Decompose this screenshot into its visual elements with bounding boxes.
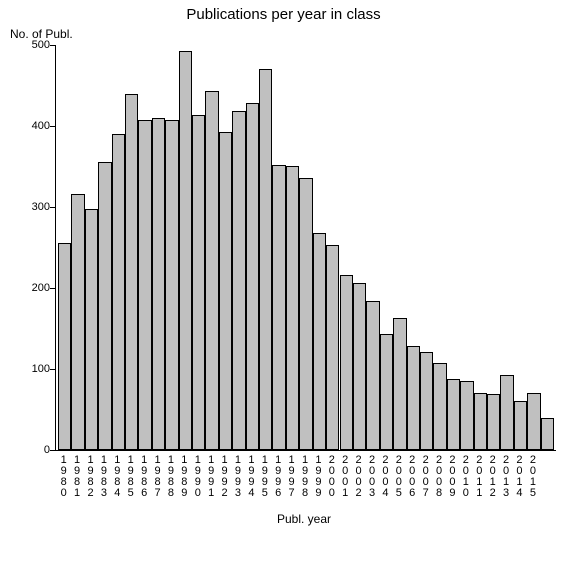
x-tick-label: 1983 [99, 455, 108, 499]
x-tick-label: 1991 [207, 455, 216, 499]
bar [366, 301, 379, 450]
bar [514, 401, 527, 450]
x-tick-label: 2001 [341, 455, 350, 499]
x-tick-label: 2009 [448, 455, 457, 499]
y-tick-label: 200 [20, 282, 50, 294]
chart-title: Publications per year in class [0, 6, 567, 23]
x-tick-label: 1988 [166, 455, 175, 499]
x-tick-label: 1994 [247, 455, 256, 499]
y-tick-label: 500 [20, 39, 50, 51]
bar [85, 209, 98, 450]
x-tick-label: 1995 [260, 455, 269, 499]
bar [192, 115, 205, 450]
bar [98, 162, 111, 450]
x-tick-label: 2014 [515, 455, 524, 499]
y-tick-label: 0 [20, 444, 50, 456]
bar [165, 120, 178, 450]
x-tick-label: 2000 [327, 455, 336, 499]
x-tick-label: 2013 [502, 455, 511, 499]
x-axis-title: Publ. year [277, 512, 331, 526]
bar [272, 165, 285, 450]
bar [112, 134, 125, 450]
bar [420, 352, 433, 450]
y-tick-mark [50, 45, 55, 46]
bar [380, 334, 393, 450]
bar [232, 111, 245, 450]
bar [326, 245, 339, 450]
x-tick-label: 1996 [274, 455, 283, 499]
y-tick-mark [50, 126, 55, 127]
bar [340, 275, 353, 450]
bar [313, 233, 326, 450]
y-tick-mark [50, 207, 55, 208]
x-tick-label: 2004 [381, 455, 390, 499]
x-tick-label: 1999 [314, 455, 323, 499]
bar [527, 393, 540, 451]
x-tick-label: 2002 [354, 455, 363, 499]
bar [447, 379, 460, 450]
bar [219, 132, 232, 450]
bar [125, 94, 138, 450]
bar [353, 283, 366, 450]
x-tick-label: 1992 [220, 455, 229, 499]
bar [487, 394, 500, 450]
y-tick-label: 300 [20, 201, 50, 213]
bar [246, 103, 259, 450]
bar [299, 178, 312, 450]
y-tick-mark [50, 450, 55, 451]
bar [179, 51, 192, 450]
x-tick-label: 2015 [528, 455, 537, 499]
x-tick-label: 2006 [408, 455, 417, 499]
bar [205, 91, 218, 450]
x-tick-label: 2012 [488, 455, 497, 499]
x-tick-label: 2007 [421, 455, 430, 499]
x-tick-label: 1989 [180, 455, 189, 499]
y-tick-mark [50, 288, 55, 289]
plot-area [55, 45, 556, 451]
x-tick-label: 1985 [126, 455, 135, 499]
bar [71, 194, 84, 450]
x-tick-label: 1981 [73, 455, 82, 499]
bar [58, 243, 71, 450]
bar [474, 393, 487, 451]
x-tick-label: 1990 [193, 455, 202, 499]
x-tick-label: 1980 [59, 455, 68, 499]
x-tick-label: 1987 [153, 455, 162, 499]
x-tick-label: 2011 [475, 455, 484, 499]
bar [393, 318, 406, 450]
x-tick-label: 1993 [233, 455, 242, 499]
x-tick-label: 2010 [461, 455, 470, 499]
bar [500, 375, 513, 450]
bar [541, 418, 554, 450]
x-tick-label: 1982 [86, 455, 95, 499]
x-tick-label: 1997 [287, 455, 296, 499]
bar [286, 166, 299, 450]
bar [152, 118, 165, 450]
x-tick-label: 1984 [113, 455, 122, 499]
y-tick-mark [50, 369, 55, 370]
bar [433, 363, 446, 450]
bar [407, 346, 420, 450]
x-tick-label: 1986 [140, 455, 149, 499]
bar [138, 120, 151, 450]
x-tick-label: 1998 [301, 455, 310, 499]
x-tick-label: 2003 [368, 455, 377, 499]
chart-container: Publications per year in class No. of Pu… [0, 0, 567, 567]
bar [259, 69, 272, 451]
x-tick-label: 2005 [394, 455, 403, 499]
bar [460, 381, 473, 450]
x-tick-label: 2008 [435, 455, 444, 499]
y-tick-label: 400 [20, 120, 50, 132]
y-tick-label: 100 [20, 363, 50, 375]
